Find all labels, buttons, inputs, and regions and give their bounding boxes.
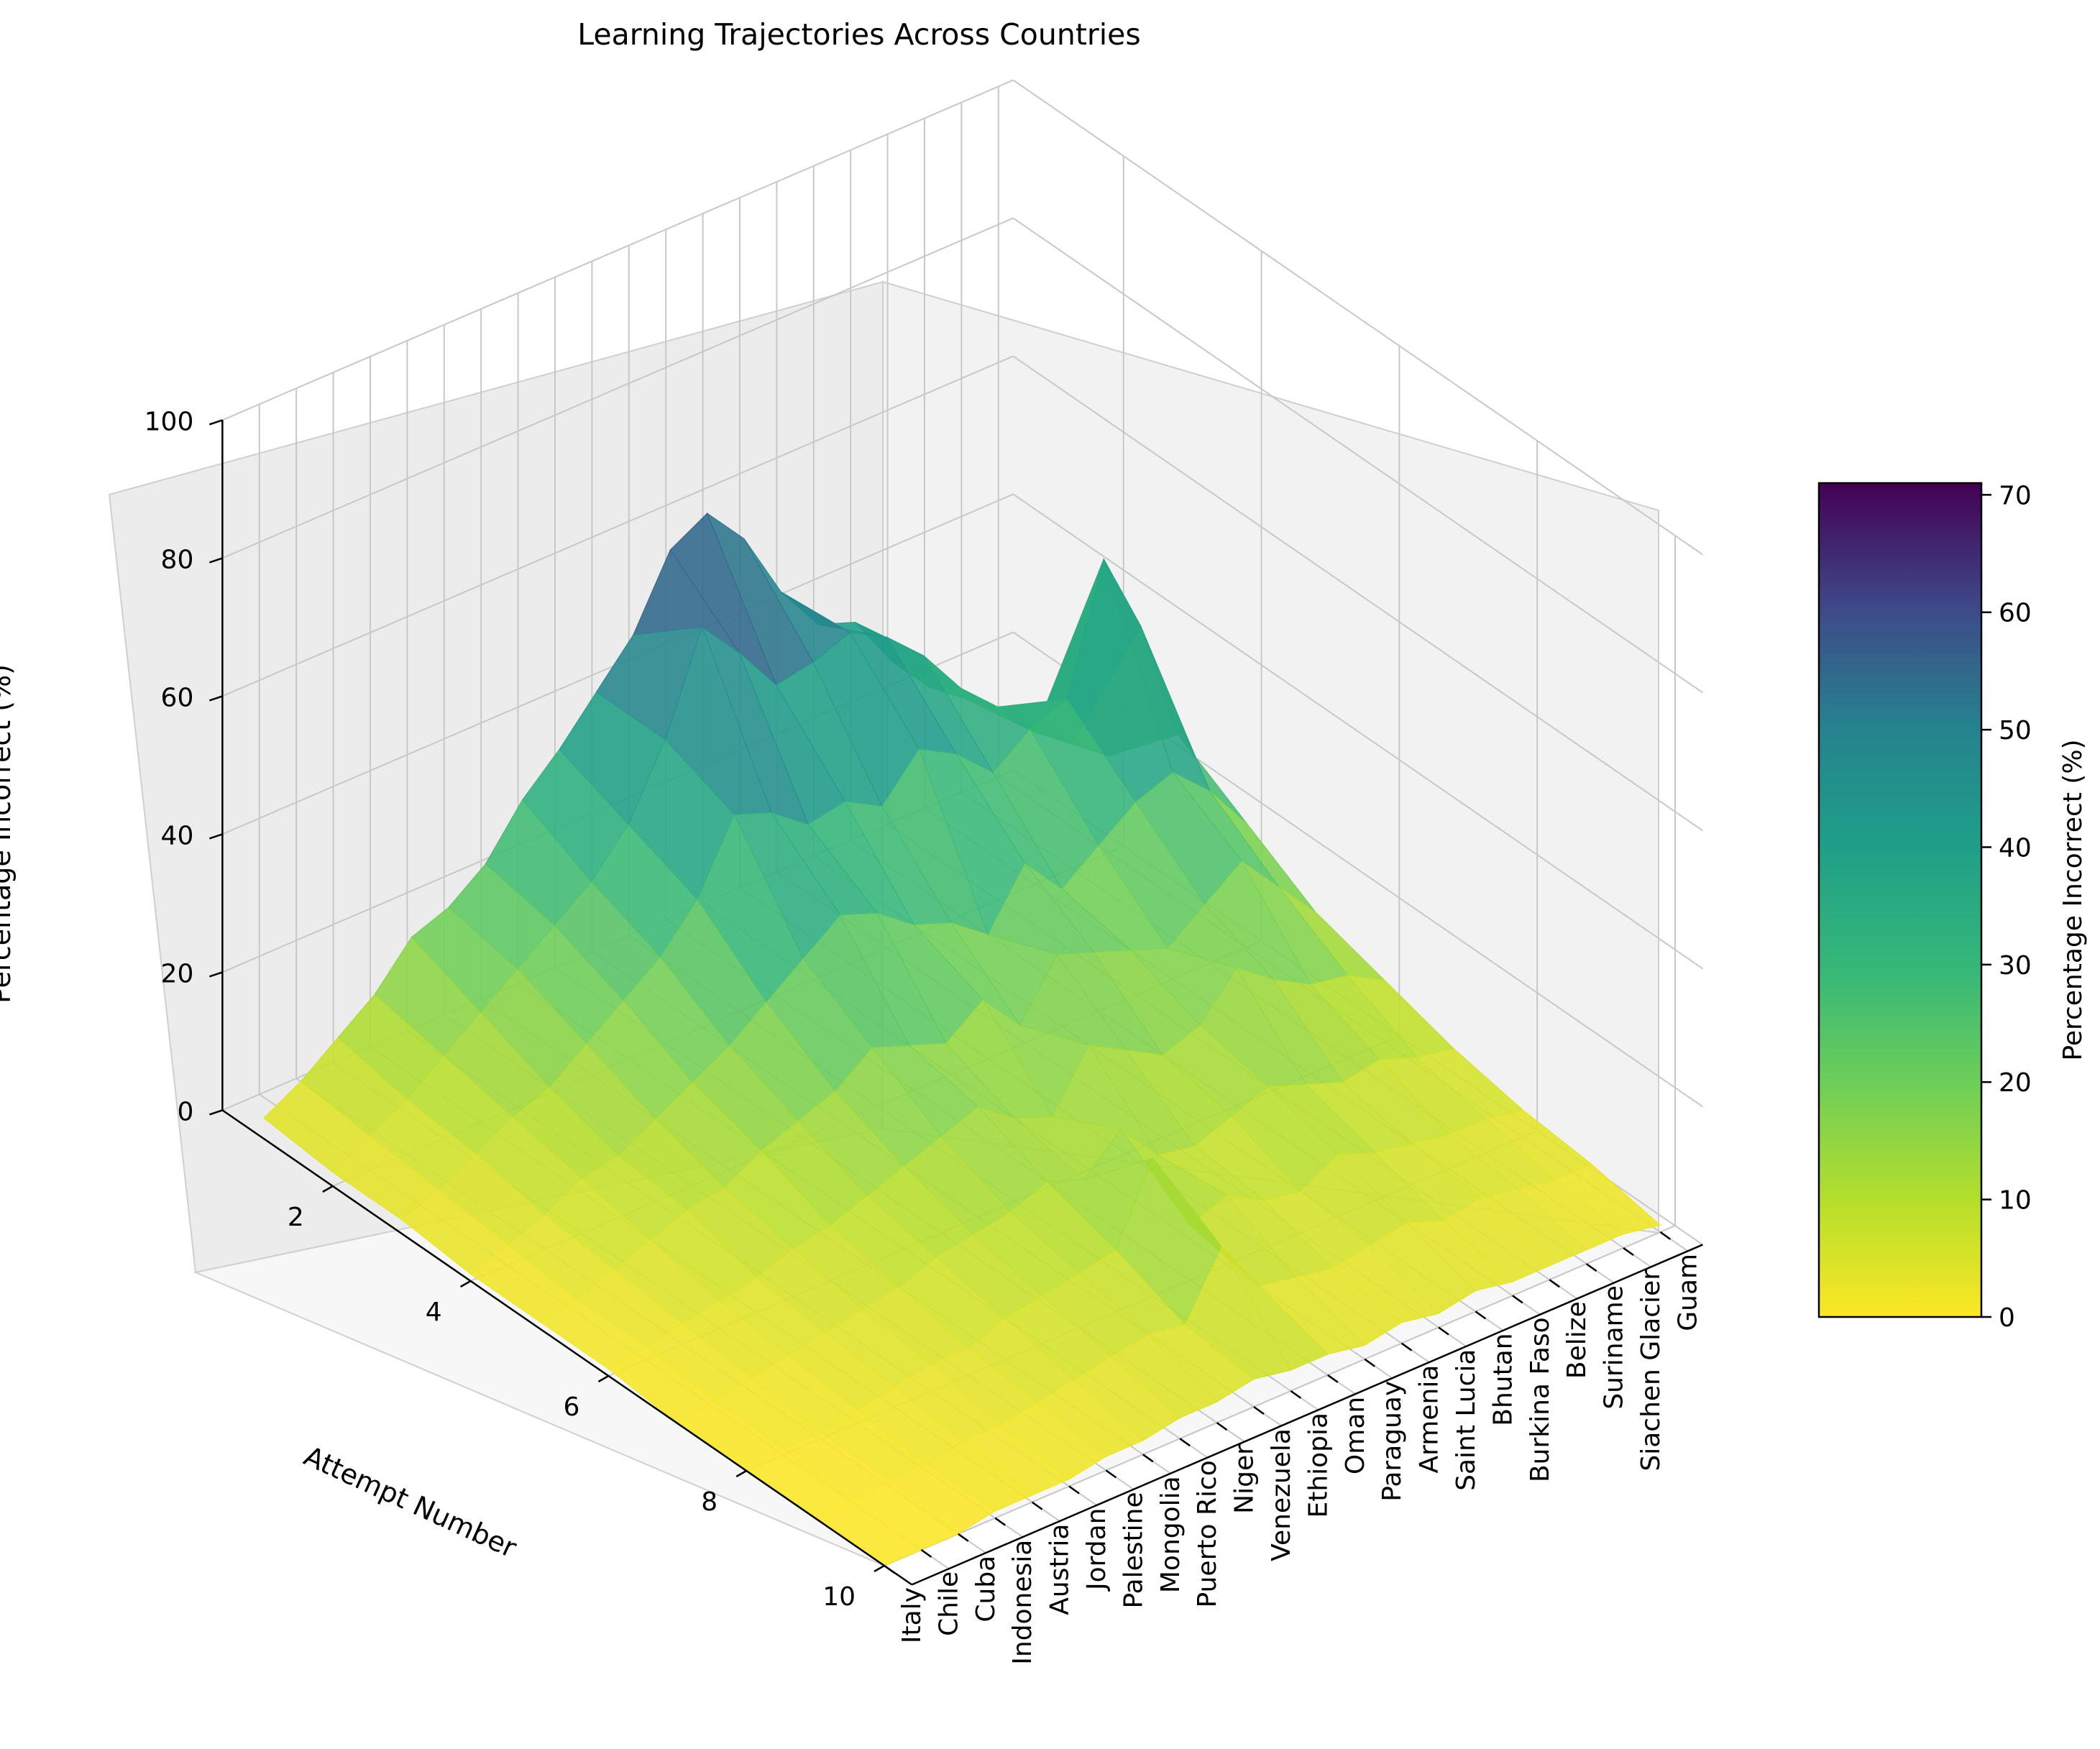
country-tick-label: Guam: [1673, 1254, 1702, 1331]
z-tick-label: 20: [161, 959, 194, 988]
country-tick: [1438, 1326, 1449, 1336]
z-tick: [208, 695, 223, 702]
country-tick-label: Belize: [1562, 1301, 1592, 1379]
colorbar-tick-label: 60: [1999, 599, 2032, 628]
grid-line: [884, 1225, 1676, 1566]
country-tick-label: Mongolia: [1156, 1476, 1186, 1593]
country-tick-label: Siachen Glacier: [1636, 1270, 1666, 1472]
colorbar-tick-label: 50: [1999, 716, 2032, 745]
country-tick-label: Paraguay: [1377, 1381, 1407, 1502]
x-tick: [874, 1564, 885, 1573]
grid-line: [1012, 493, 1703, 970]
colorbar-tick-label: 10: [1999, 1186, 2032, 1216]
country-tick-label: Niger: [1230, 1444, 1260, 1514]
country-tick: [1290, 1390, 1302, 1399]
country-tick-label: Indonesia: [1008, 1540, 1037, 1665]
colorbar-ticks: 0 10 20 30 40 50 60 70: [1981, 481, 2032, 1333]
grid-line: [1012, 217, 1703, 694]
x-axis-line: [221, 1109, 913, 1586]
z-tick-label: 100: [145, 407, 194, 436]
x-tick-label: 2: [288, 1203, 304, 1232]
colorbar-gradient: [1817, 482, 1983, 1318]
country-tick-label: Bhutan: [1488, 1333, 1518, 1426]
country-tick: [1659, 1231, 1672, 1240]
colorbar-tick-label: 30: [1999, 951, 2032, 981]
z-tick: [208, 1109, 223, 1116]
x-axis-label: Attempt Number: [299, 1440, 521, 1564]
country-tick: [1585, 1263, 1597, 1272]
x-tick: [735, 1469, 747, 1478]
country-tick: [1400, 1342, 1413, 1351]
z-tick: [208, 557, 223, 564]
z-tick-label: 40: [161, 821, 194, 850]
country-tick: [1142, 1454, 1154, 1463]
colorbar-tick-label: 20: [1999, 1068, 2032, 1098]
country-tick: [994, 1517, 1006, 1526]
country-tick-label: Armenia: [1415, 1365, 1444, 1474]
country-tick-label: Austria: [1045, 1524, 1075, 1615]
country-tick: [1216, 1422, 1228, 1431]
country-tick: [958, 1533, 969, 1542]
country-tick-label: Italy: [897, 1587, 927, 1643]
country-tick-label: Ethiopia: [1303, 1413, 1333, 1518]
country-tick-label: Venezuela: [1267, 1428, 1296, 1561]
grid-line: [221, 79, 1014, 421]
country-tick: [1364, 1358, 1375, 1367]
country-tick-label: Cuba: [971, 1556, 1001, 1622]
country-tick: [884, 1564, 895, 1574]
z-tick: [208, 419, 223, 426]
x-tick-label: 8: [701, 1487, 717, 1517]
chart-title: Learning Trajectories Across Countries: [577, 17, 1140, 52]
country-tick: [1253, 1405, 1265, 1415]
country-tick-label: Oman: [1341, 1397, 1370, 1474]
x-tick-label: 6: [563, 1392, 579, 1422]
country-tick: [1068, 1485, 1080, 1495]
country-tick-label: Chile: [934, 1571, 963, 1636]
colorbar-tick-label: 40: [1999, 833, 2032, 863]
colorbar-tick-label: 70: [1999, 481, 2032, 510]
country-tick: [1512, 1295, 1523, 1304]
z-axis-label: Percentage Incorrect (%): [0, 664, 17, 1004]
country-tick-label: Jordan: [1082, 1508, 1111, 1592]
country-tick: [1105, 1469, 1117, 1479]
grid-line: [1012, 79, 1703, 556]
colorbar: 0 10 20 30 40 50 60 70 Percentage Incorrect (%): [1817, 481, 2088, 1333]
z-tick-label: 0: [177, 1097, 193, 1126]
country-tick-label: Saint Lucia: [1452, 1349, 1481, 1491]
country-axis-line: [911, 1244, 1703, 1586]
colorbar-tick-label: 0: [1999, 1303, 2015, 1333]
country-tick-label: Puerto Rico: [1193, 1460, 1222, 1607]
x-tick: [459, 1280, 472, 1288]
x-tick: [322, 1185, 334, 1193]
z-tick: [208, 971, 223, 978]
x-tick: [597, 1374, 610, 1383]
country-tick: [1327, 1374, 1339, 1383]
colorbar-label: Percentage Incorrect (%): [2058, 739, 2088, 1060]
country-tick: [1031, 1501, 1043, 1510]
axes: 2 4 6 8 10 Italy Chile Cuba Indonesia Austria Jord…: [145, 407, 1703, 1665]
country-tick: [1179, 1438, 1191, 1447]
z-tick-label: 80: [161, 545, 194, 574]
country-tick-label: Palestine: [1119, 1492, 1148, 1608]
surface-plot: [263, 512, 1661, 1566]
country-tick-label: Suriname: [1600, 1285, 1629, 1410]
grid-line: [221, 355, 1014, 697]
z-tick-label: 60: [161, 683, 194, 712]
grid-line: [1012, 355, 1703, 832]
grid-line: [221, 217, 1014, 559]
country-tick: [1623, 1247, 1634, 1257]
x-tick-label: 4: [426, 1298, 442, 1327]
country-tick: [1549, 1279, 1560, 1288]
country-tick-label: Burkina Faso: [1526, 1317, 1555, 1482]
country-tick: [1475, 1310, 1487, 1320]
x-tick-label: 10: [822, 1582, 856, 1612]
z-tick: [208, 833, 223, 840]
country-tick: [920, 1548, 932, 1558]
